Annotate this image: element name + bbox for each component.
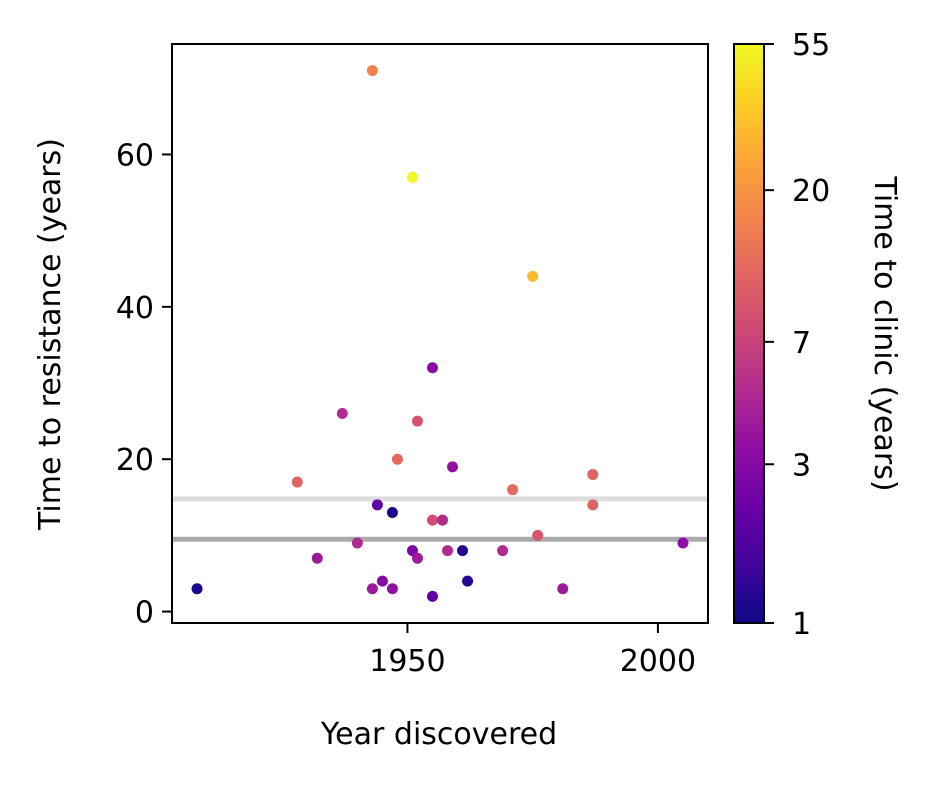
data-point <box>406 171 418 183</box>
data-point <box>376 575 388 587</box>
data-point <box>447 461 459 473</box>
data-point <box>426 514 438 526</box>
data-point <box>462 575 474 587</box>
data-point <box>336 407 348 419</box>
colorbar-tick-label: 55 <box>792 28 830 63</box>
data-point <box>291 476 303 488</box>
colorbar-tick-label: 7 <box>792 326 811 361</box>
y-axis-title: Time to resistance (years) <box>33 138 68 531</box>
colorbar <box>733 43 765 624</box>
x-tick-label: 2000 <box>620 644 696 679</box>
data-point <box>557 583 569 595</box>
data-point <box>311 552 323 564</box>
data-point <box>366 583 378 595</box>
y-tick-label: 40 <box>116 291 154 326</box>
colorbar-tick-label: 1 <box>792 607 811 642</box>
colorbar-title: Time to clinic (years) <box>867 175 902 491</box>
colorbar-tick-label: 3 <box>792 448 811 483</box>
data-point <box>411 552 423 564</box>
y-tick-label: 60 <box>116 138 154 173</box>
data-point <box>191 583 203 595</box>
data-point <box>426 590 438 602</box>
x-tick-label: 1950 <box>369 644 445 679</box>
data-point <box>507 484 519 496</box>
data-point <box>677 537 689 549</box>
data-point <box>426 362 438 374</box>
data-point <box>386 583 398 595</box>
x-axis-title: Year discovered <box>320 717 557 752</box>
data-point <box>351 537 363 549</box>
data-point <box>386 507 398 519</box>
data-point <box>442 545 454 557</box>
data-point <box>587 499 599 511</box>
data-point <box>371 499 383 511</box>
data-point <box>527 270 539 282</box>
y-tick-label: 20 <box>116 443 154 478</box>
data-point <box>587 468 599 480</box>
plot-area-frame <box>171 43 709 624</box>
data-point <box>366 65 378 77</box>
data-point <box>437 514 449 526</box>
data-point <box>497 545 509 557</box>
data-point <box>457 545 469 557</box>
colorbar-tick-label: 20 <box>792 174 830 209</box>
data-point <box>411 415 423 427</box>
data-point <box>532 529 544 541</box>
y-tick-label: 0 <box>135 596 154 631</box>
data-point <box>391 453 403 465</box>
